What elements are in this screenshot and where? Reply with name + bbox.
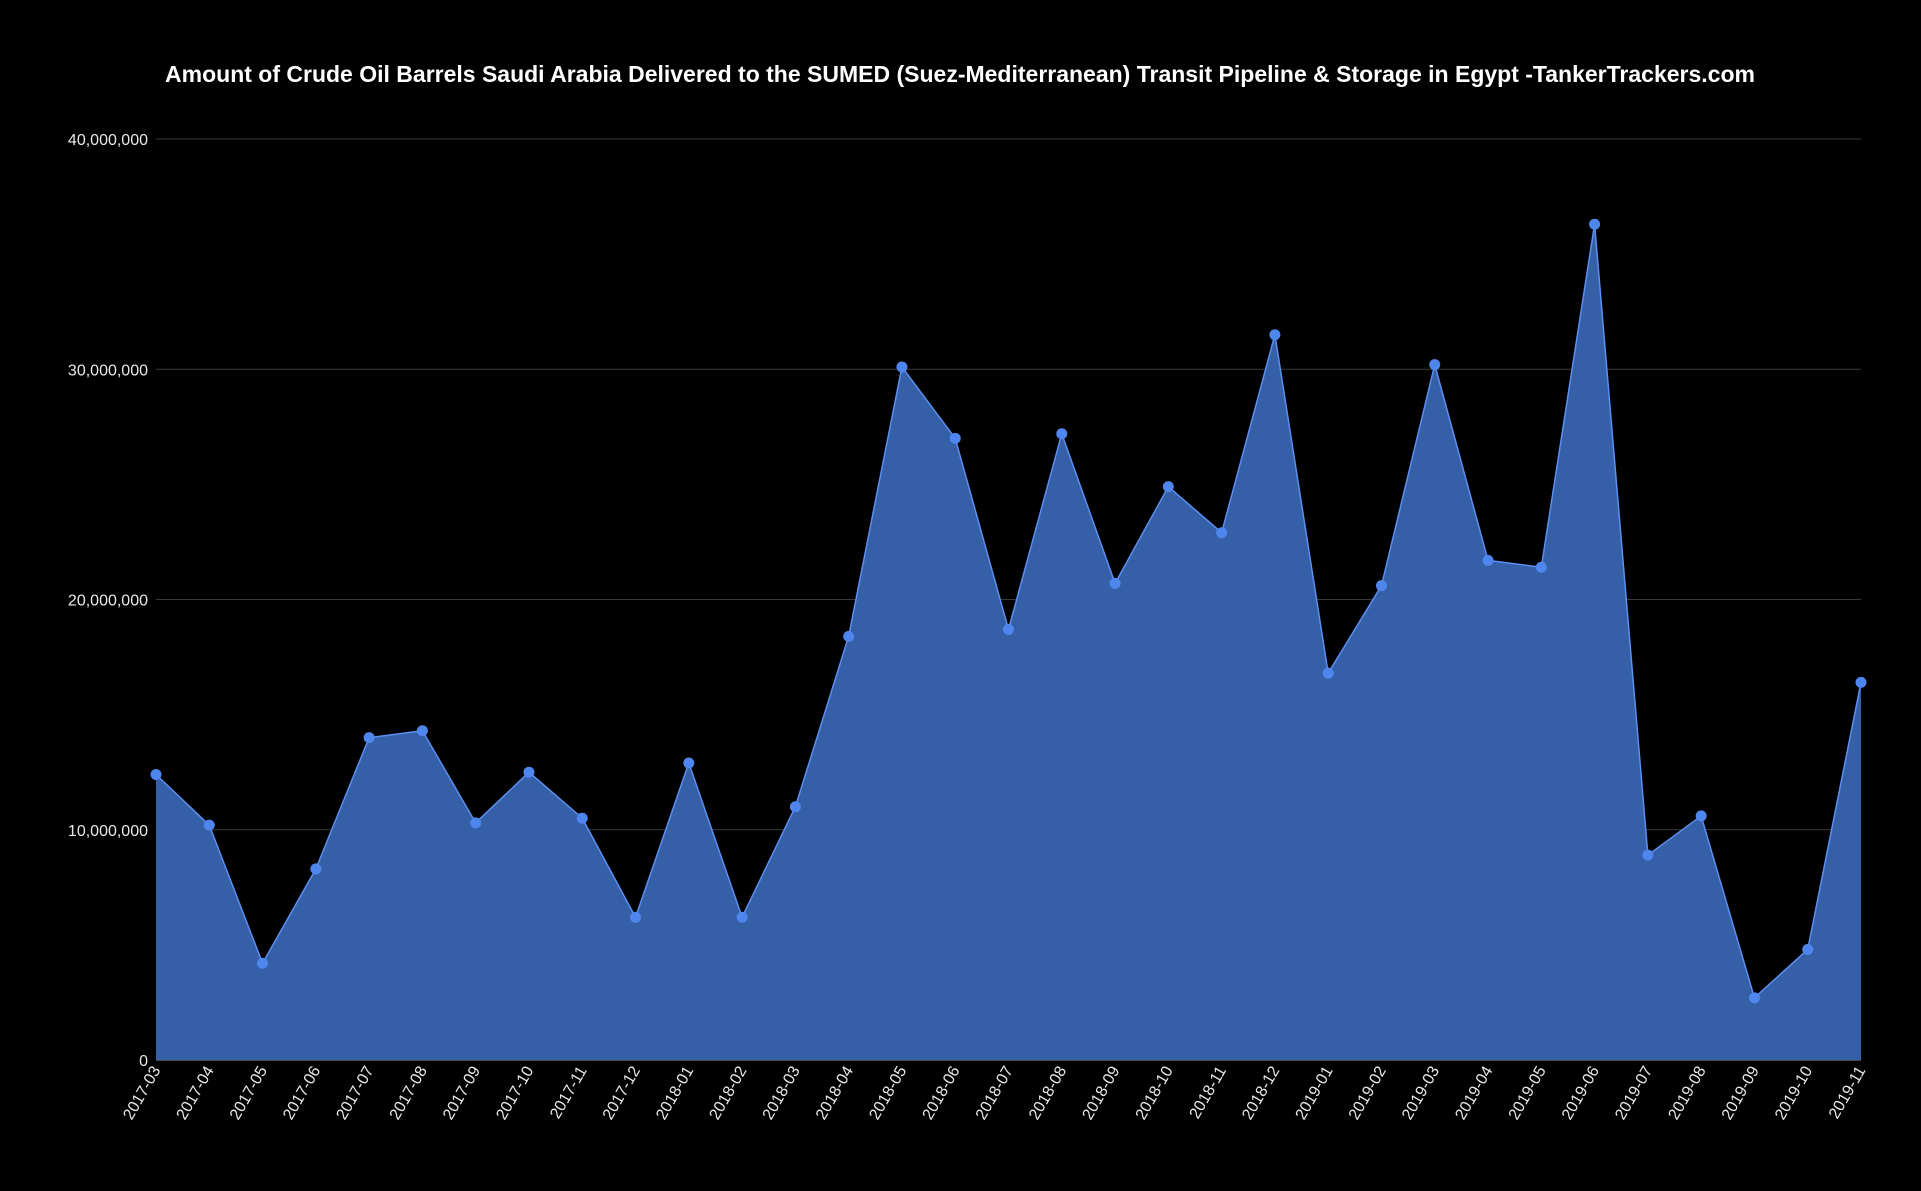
data-point xyxy=(789,801,801,813)
area-fill xyxy=(156,224,1861,1060)
data-points xyxy=(150,218,1867,1004)
data-point xyxy=(1642,849,1654,861)
data-point xyxy=(1695,810,1707,822)
data-point xyxy=(1216,527,1228,539)
data-point xyxy=(1003,623,1014,635)
data-point xyxy=(310,863,322,875)
y-tick-label: 0 xyxy=(139,1053,148,1070)
data-point xyxy=(363,732,375,744)
data-point xyxy=(1109,577,1121,589)
data-point xyxy=(1375,580,1387,592)
y-tick-label: 30,000,000 xyxy=(68,362,148,379)
data-point xyxy=(203,819,215,831)
data-point xyxy=(1269,329,1281,341)
data-point xyxy=(630,911,642,923)
data-point xyxy=(683,757,695,769)
data-point xyxy=(1802,943,1814,955)
data-point xyxy=(470,817,482,829)
data-point xyxy=(416,725,428,737)
y-tick-label: 20,000,000 xyxy=(68,593,148,610)
y-axis-ticks: 0 10,000,000 20,000,000 30,000,000 40,000,00… xyxy=(68,132,148,1070)
data-point xyxy=(1056,428,1068,440)
data-point xyxy=(1482,554,1494,566)
data-point xyxy=(1535,561,1547,573)
data-point xyxy=(1162,481,1174,493)
data-point xyxy=(1429,359,1441,371)
data-point xyxy=(949,432,961,444)
data-point xyxy=(1748,992,1760,1004)
data-point xyxy=(843,630,855,642)
data-point xyxy=(1855,676,1867,688)
y-tick-label: 10,000,000 xyxy=(68,823,148,840)
y-tick-label: 40,000,000 xyxy=(68,132,148,149)
data-point xyxy=(1322,667,1334,679)
data-point xyxy=(736,911,748,923)
data-point xyxy=(896,361,908,373)
data-point xyxy=(257,957,269,969)
data-point xyxy=(150,768,162,780)
data-point xyxy=(1589,218,1601,230)
chart-title: Amount of Crude Oil Barrels Saudi Arabia… xyxy=(165,61,1755,87)
data-point xyxy=(523,766,535,778)
data-point xyxy=(576,812,588,824)
